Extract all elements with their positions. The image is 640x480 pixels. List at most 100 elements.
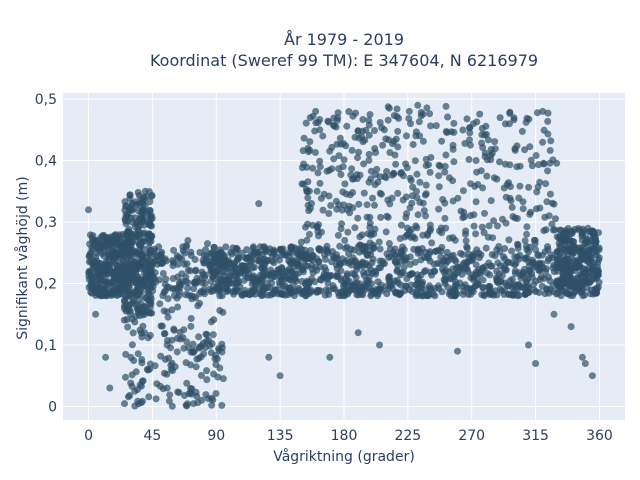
- data-point: [163, 384, 171, 392]
- data-point: [131, 402, 139, 410]
- data-point: [550, 200, 558, 208]
- data-point: [333, 140, 341, 148]
- data-point: [325, 287, 333, 295]
- data-point: [291, 275, 299, 283]
- data-point: [141, 187, 149, 195]
- x-tick-label: 315: [522, 428, 549, 444]
- data-point: [362, 276, 370, 284]
- data-point: [349, 112, 357, 120]
- data-point: [219, 308, 227, 316]
- y-tick-label: 0,5: [35, 92, 57, 108]
- data-point: [593, 285, 601, 293]
- data-point: [218, 401, 226, 409]
- data-point: [394, 189, 402, 197]
- data-point: [102, 243, 110, 251]
- data-point: [489, 234, 497, 242]
- data-point: [186, 267, 194, 275]
- data-point: [339, 188, 347, 196]
- data-point: [566, 272, 574, 280]
- data-point: [462, 230, 469, 238]
- data-point: [321, 251, 328, 259]
- data-point: [402, 160, 410, 168]
- data-point: [117, 285, 125, 293]
- data-point: [472, 157, 480, 164]
- data-point: [139, 397, 146, 405]
- data-point: [128, 371, 136, 379]
- data-point: [122, 350, 130, 358]
- data-point: [228, 250, 236, 258]
- data-point: [501, 245, 509, 252]
- data-point: [168, 336, 176, 344]
- data-point: [326, 353, 334, 361]
- data-point: [315, 258, 323, 266]
- data-point: [179, 247, 187, 255]
- data-point: [176, 284, 184, 292]
- data-point: [540, 160, 548, 168]
- data-point: [582, 245, 589, 253]
- data-point: [514, 244, 522, 252]
- data-point: [422, 181, 430, 189]
- data-point: [363, 201, 371, 209]
- data-point: [515, 291, 523, 299]
- data-point: [222, 243, 230, 251]
- data-point: [300, 134, 308, 142]
- data-point: [414, 101, 422, 109]
- data-point: [382, 228, 390, 236]
- data-point: [543, 198, 551, 206]
- data-point: [260, 286, 268, 294]
- data-point: [419, 110, 427, 118]
- data-point: [511, 214, 519, 222]
- data-point: [129, 289, 137, 296]
- data-point: [266, 245, 274, 253]
- data-point: [371, 288, 378, 296]
- data-point: [234, 254, 242, 262]
- data-point: [298, 180, 306, 188]
- data-point: [371, 145, 379, 152]
- data-point: [212, 351, 220, 359]
- data-point: [315, 232, 322, 240]
- data-point: [144, 276, 152, 284]
- data-point: [397, 221, 405, 229]
- data-point: [325, 166, 333, 174]
- data-point: [466, 136, 473, 144]
- data-point: [333, 265, 341, 273]
- data-point: [121, 217, 129, 225]
- data-point: [511, 145, 519, 153]
- data-point: [439, 196, 447, 203]
- data-point: [590, 259, 598, 267]
- data-point: [485, 259, 493, 267]
- data-point: [558, 264, 566, 272]
- data-point: [187, 384, 194, 392]
- data-point: [373, 165, 381, 173]
- data-point: [446, 234, 453, 242]
- data-point: [419, 137, 427, 145]
- data-point: [474, 280, 481, 288]
- data-point: [442, 128, 450, 135]
- data-point: [187, 315, 195, 322]
- data-point: [361, 136, 369, 144]
- data-point: [588, 286, 596, 294]
- data-point: [358, 127, 366, 135]
- data-point: [141, 229, 149, 237]
- data-point: [125, 205, 133, 213]
- data-point: [403, 132, 410, 140]
- data-point: [170, 326, 178, 334]
- data-point: [122, 231, 130, 239]
- data-point: [382, 174, 390, 182]
- data-point: [412, 132, 420, 140]
- data-point: [496, 114, 504, 122]
- data-point: [313, 187, 321, 195]
- data-point: [542, 180, 550, 188]
- data-point: [411, 258, 419, 266]
- data-point: [548, 220, 556, 228]
- data-point: [466, 124, 474, 132]
- data-point: [214, 284, 222, 292]
- data-point: [216, 275, 224, 283]
- y-tick-label: 0,1: [35, 338, 57, 354]
- data-point: [202, 330, 210, 338]
- data-point: [336, 134, 344, 142]
- data-point: [255, 200, 263, 208]
- data-point: [355, 200, 363, 208]
- data-point: [413, 288, 421, 296]
- data-point: [469, 288, 477, 296]
